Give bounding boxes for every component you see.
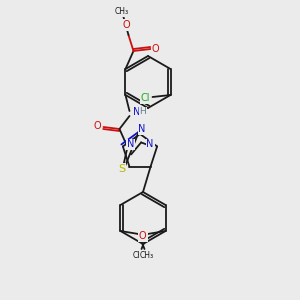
Text: O: O [152,44,159,54]
Text: CH₃: CH₃ [133,251,147,260]
Text: N: N [134,107,141,117]
Text: Cl: Cl [141,93,150,103]
Text: N: N [146,140,154,149]
Text: O: O [140,231,147,241]
Text: N: N [127,140,135,149]
Text: H: H [140,107,146,116]
Text: O: O [94,121,101,131]
Text: O: O [123,20,130,30]
Text: N: N [138,124,146,134]
Text: CH₃: CH₃ [114,8,128,16]
Text: O: O [139,231,146,241]
Text: CH₃: CH₃ [140,251,154,260]
Text: S: S [118,164,125,174]
